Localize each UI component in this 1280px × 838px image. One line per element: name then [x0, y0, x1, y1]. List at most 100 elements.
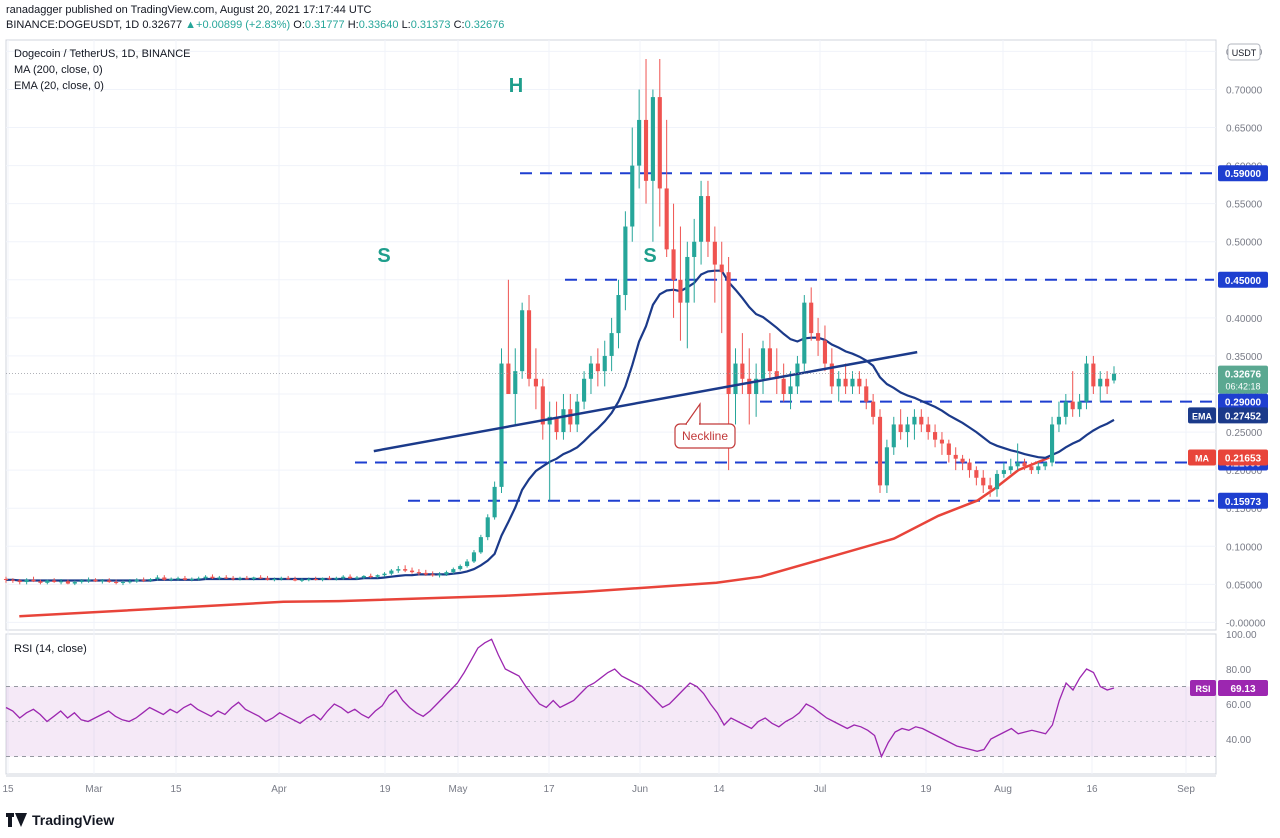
candle-body	[437, 574, 442, 576]
candle-body	[719, 264, 724, 273]
level-badge: 0.59000	[1225, 169, 1262, 180]
last-price-badge-bg	[1218, 365, 1268, 394]
level-badge: 0.45000	[1225, 276, 1262, 287]
candle-body	[1029, 466, 1034, 471]
candle-body	[1077, 401, 1082, 410]
currency-tag[interactable]	[1227, 43, 1261, 61]
candle-body	[403, 569, 408, 571]
price-tick-label: 0.70000	[1226, 85, 1263, 96]
rsi-tag-bg	[1190, 680, 1216, 697]
candle-body	[1105, 378, 1110, 387]
candle-body	[354, 577, 360, 579]
ema-badge-tag-bg	[1188, 407, 1216, 424]
candle-body	[478, 537, 483, 553]
candle-body	[65, 581, 71, 584]
candle-body	[526, 310, 532, 379]
candle-body	[224, 577, 229, 579]
candle-body	[650, 97, 655, 181]
candle-body	[760, 348, 766, 379]
open-label: O:	[293, 19, 305, 31]
candle-body	[726, 272, 731, 394]
candle-body	[981, 477, 986, 486]
legend-title: Dogecoin / TetherUS, 1D, BINANCE	[14, 48, 190, 60]
candle-body	[141, 579, 146, 581]
candle-body	[286, 578, 291, 580]
last-price: 0.32677	[142, 19, 183, 31]
ma-badge: 0.21653	[1225, 454, 1262, 465]
candle-body	[1084, 363, 1089, 402]
footer-brand[interactable]: TradingView	[6, 812, 114, 828]
candle-body	[3, 578, 9, 580]
candle-body	[320, 578, 325, 580]
candle-body	[637, 119, 642, 166]
ema-badge-bg	[1218, 407, 1268, 424]
candle-body	[471, 552, 477, 562]
low-value: 0.31373	[410, 19, 451, 31]
candle-body	[850, 378, 855, 387]
candle-body	[114, 582, 119, 584]
candle-body	[816, 333, 821, 341]
candle-body	[953, 454, 958, 459]
candle-body	[568, 409, 573, 425]
price-badges: 0.590000.450000.290000.210000.159730.326…	[6, 165, 1268, 697]
candle-body	[513, 371, 518, 394]
candle-body	[877, 416, 883, 486]
candle-body	[582, 378, 587, 402]
candle-body	[919, 416, 924, 425]
rsi-badge: 69.13	[1230, 684, 1255, 695]
candle-body	[458, 566, 463, 570]
candle-body	[781, 378, 786, 394]
candle-body	[210, 576, 215, 579]
candle-body	[313, 578, 318, 580]
time-tick-label: Jun	[632, 784, 648, 795]
tradingview-logo-icon	[6, 813, 27, 827]
price-chart[interactable]: S H S Neckline -0.00000 0.05000 0.10000 0.1500…	[0, 0, 1280, 810]
candle-body	[258, 577, 263, 579]
level-badge-bg	[1218, 393, 1268, 410]
candle-body	[86, 579, 91, 581]
time-tick-label: 19	[379, 784, 391, 795]
price-axis[interactable]: -0.00000 0.05000 0.10000 0.15000 0.20000 0.25…	[1226, 47, 1266, 629]
candle-body	[1022, 462, 1027, 467]
candle-body	[1098, 378, 1103, 387]
candle-body	[251, 577, 256, 579]
price-tick-label: 0.55000	[1226, 200, 1263, 211]
candle-body	[58, 581, 64, 583]
level-badge-bg	[1218, 492, 1268, 509]
candle-body	[134, 579, 139, 582]
candle-body	[616, 295, 621, 334]
candle-body	[396, 569, 401, 571]
candle-body	[423, 572, 428, 575]
time-tick-label: Mar	[85, 784, 103, 795]
candle-body	[45, 580, 50, 583]
pattern-label: H	[509, 75, 523, 97]
candle-body	[857, 378, 862, 387]
candle-body	[602, 355, 607, 372]
candle-body	[788, 386, 793, 394]
candle-body	[843, 378, 848, 387]
close-value: 0.32676	[464, 19, 505, 31]
level-badge-bg	[1218, 165, 1268, 182]
candle-body	[389, 570, 394, 574]
rsi-axis[interactable]: 40.00 60.00 80.00 100.00	[1226, 630, 1257, 746]
time-axis[interactable]: 15 Mar 15 Apr 19 May 17 Jun 14 Jul 19 Aug 16 Sep	[2, 775, 1216, 795]
candle-body	[898, 424, 903, 433]
candle-body	[933, 432, 938, 440]
candle-body	[967, 462, 972, 471]
rsi-tick-label: 60.00	[1226, 700, 1251, 711]
high-label: H:	[347, 19, 359, 31]
candle-body	[127, 581, 132, 583]
candle-body	[52, 580, 57, 583]
candle-body	[822, 340, 828, 364]
candle-body	[643, 119, 649, 181]
rsi-tick-label: 80.00	[1226, 665, 1251, 676]
candle-body	[231, 578, 236, 580]
pattern-label: S	[643, 245, 656, 267]
candle-body	[341, 576, 346, 579]
pattern-label: S	[377, 245, 390, 267]
candle-body	[595, 363, 600, 372]
candle-body	[93, 579, 98, 582]
candle-body	[148, 578, 153, 581]
candle-body	[1091, 363, 1096, 387]
neckline-callout-pointer	[684, 402, 701, 425]
